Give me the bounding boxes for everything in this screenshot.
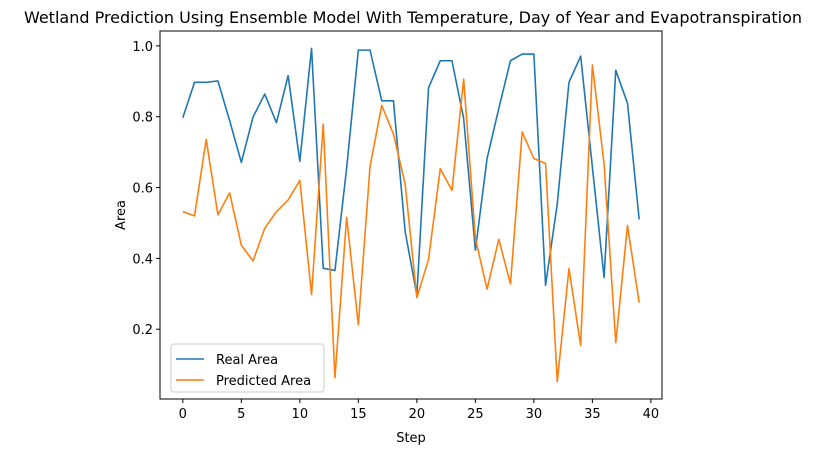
legend-label-1: Predicted Area [216, 374, 311, 389]
x-axis-ticks: 0 5 10 15 20 25 30 35 40 [179, 399, 659, 422]
y-axis-ticks: 0.2 0.4 0.6 0.8 1.0 [132, 40, 160, 338]
x-tick-label: 40 [643, 407, 660, 422]
plot-area [160, 31, 662, 399]
series-line-0 [182, 47, 640, 297]
x-tick-label: 25 [467, 407, 484, 422]
x-tick-label: 30 [526, 407, 543, 422]
x-tick-label: 10 [292, 407, 309, 422]
y-tick-label: 0.8 [132, 111, 153, 126]
legend-label-0: Real Area [216, 353, 278, 368]
series-line-1 [182, 64, 640, 383]
legend-frame [170, 343, 325, 393]
plot-frame [159, 30, 663, 400]
y-tick-label: 1.0 [132, 40, 153, 55]
x-tick-label: 15 [350, 407, 367, 422]
x-tick-label: 35 [584, 407, 601, 422]
legend: Real Area Predicted Area [170, 343, 325, 393]
y-axis-label: Area [114, 200, 129, 230]
x-axis-label: Step [396, 431, 426, 446]
x-tick-label: 20 [409, 407, 426, 422]
y-tick-label: 0.6 [132, 182, 153, 197]
chart-title: Wetland Prediction Using Ensemble Model … [24, 8, 802, 27]
series-layer [182, 47, 640, 383]
y-tick-label: 0.2 [132, 323, 153, 338]
x-tick-label: 0 [179, 407, 187, 422]
y-tick-label: 0.4 [132, 252, 153, 267]
x-tick-label: 5 [237, 407, 245, 422]
